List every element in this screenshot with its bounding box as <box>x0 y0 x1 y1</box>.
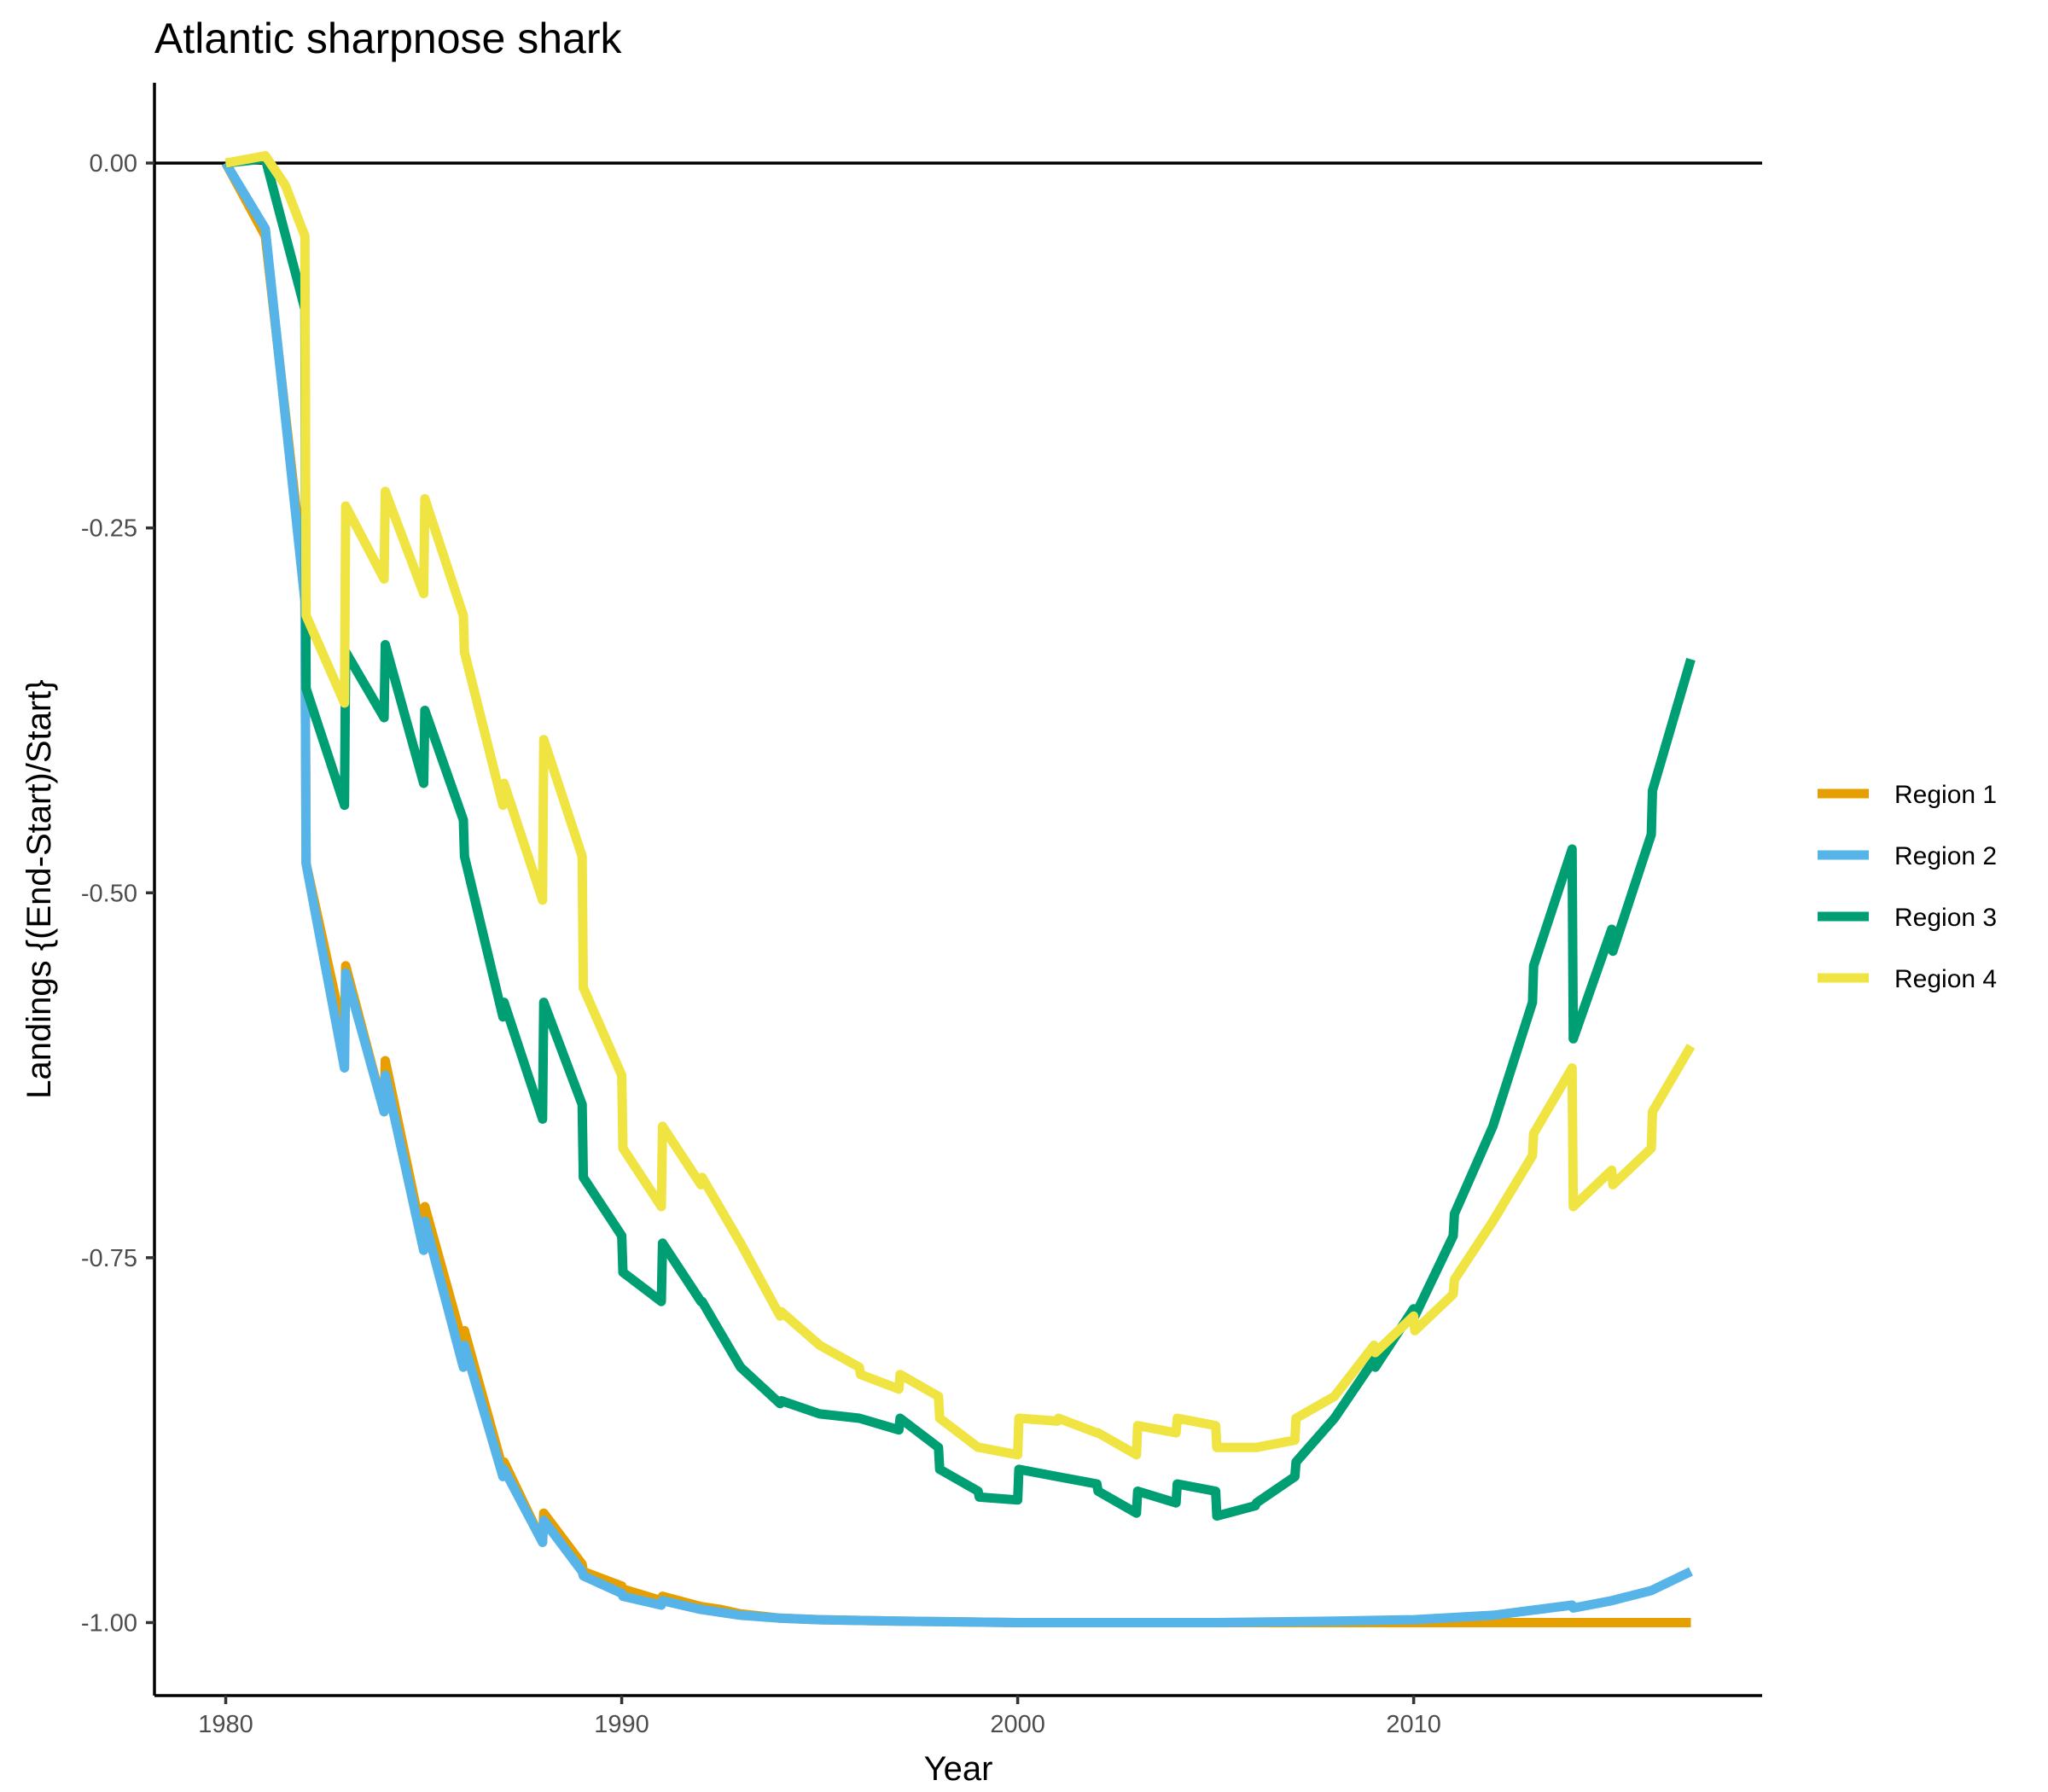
legend-item-region-3: Region 3 <box>1818 904 1997 932</box>
legend-label-region-3: Region 3 <box>1894 904 1997 932</box>
legend: Region 1 Region 2 Region 3 Region 4 <box>1818 781 1997 993</box>
legend-label-region-4: Region 4 <box>1894 965 1997 993</box>
x-tick-label: 1990 <box>594 1711 649 1738</box>
y-tick-label: -0.75 <box>81 1245 137 1272</box>
x-tick-label: 2000 <box>990 1711 1045 1738</box>
legend-label-region-2: Region 2 <box>1894 842 1997 870</box>
series-line-region-4 <box>224 151 1696 1460</box>
chart-title: Atlantic sharpnose shark <box>154 15 623 62</box>
x-axis-title: Year <box>924 1750 993 1788</box>
legend-item-region-2: Region 2 <box>1818 842 1997 870</box>
x-tick-label: 1980 <box>198 1711 253 1738</box>
y-tick-label: 0.00 <box>90 150 137 177</box>
y-tick-label: -0.25 <box>81 515 137 543</box>
legend-label-region-1: Region 1 <box>1894 781 1997 809</box>
legend-item-region-4: Region 4 <box>1818 965 1997 993</box>
series-layer <box>221 151 1696 1627</box>
axes-layer <box>153 83 1762 1697</box>
series-line-region-1 <box>221 160 1691 1627</box>
y-axis-title: Landings {(End-Start)/Start} <box>20 679 58 1098</box>
y-tick-label: -1.00 <box>81 1609 137 1637</box>
ticks-layer: 0.00 -0.25 -0.50 -0.75 -1.00 1980 1990 2000 2010 <box>81 150 1441 1738</box>
series-line-region-3 <box>224 154 1696 1521</box>
x-tick-label: 2010 <box>1386 1711 1441 1738</box>
legend-item-region-1: Region 1 <box>1818 781 1997 809</box>
series-line-region-2 <box>221 160 1693 1627</box>
y-tick-label: -0.50 <box>81 880 137 907</box>
